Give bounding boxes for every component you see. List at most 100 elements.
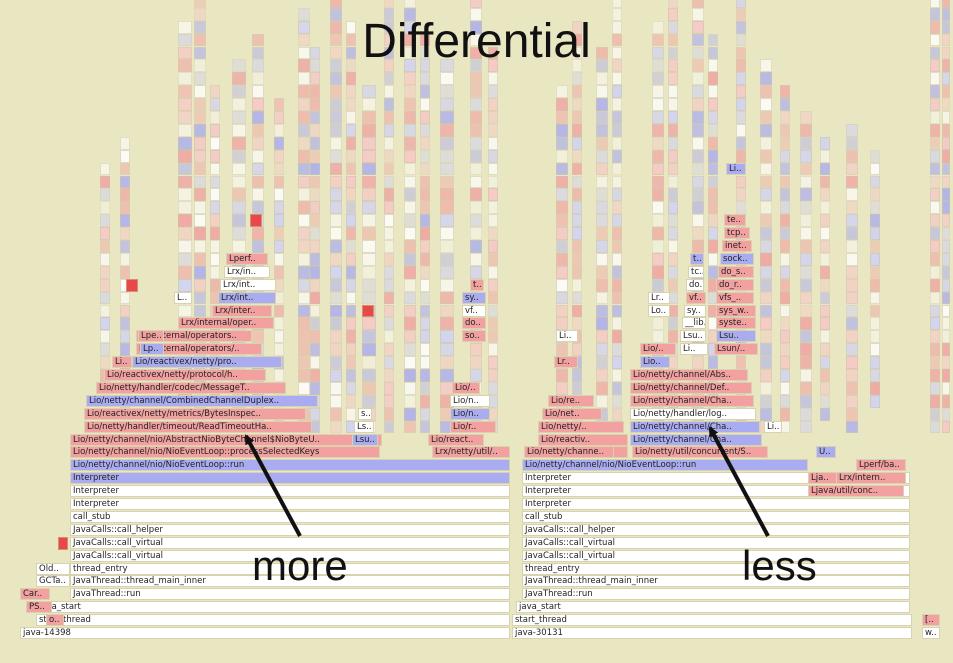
flame-tower-block <box>420 394 430 408</box>
flame-tower-block <box>846 356 858 369</box>
flame-tower-block <box>556 123 568 137</box>
flame-tower-block <box>870 265 880 279</box>
flame-tower-block <box>668 317 678 331</box>
flame-tower-block <box>652 265 664 279</box>
flame-tower-block <box>942 85 950 99</box>
flame-tower-block <box>820 356 830 369</box>
flame-tower-block <box>404 381 416 395</box>
flame-tower-block <box>470 162 482 176</box>
flame-tower-block <box>596 381 608 395</box>
flame-tower-block <box>846 214 858 228</box>
flame-tower-block <box>596 188 608 202</box>
flame-tower-block <box>470 252 482 266</box>
flame-tower-block <box>440 136 454 150</box>
flame-tower-block <box>440 72 454 86</box>
flame-tower-block <box>612 407 622 421</box>
flame-tower-block <box>800 420 812 434</box>
flame-tower-block <box>942 59 950 73</box>
flame-tower-block <box>572 72 582 86</box>
flame-tower-block <box>572 304 582 318</box>
flame-tower-block <box>440 240 454 253</box>
flame-tower-block <box>596 227 608 240</box>
flame-tower-block <box>362 291 376 305</box>
flame-tower-block <box>596 46 608 60</box>
flame-tower-block <box>780 291 790 305</box>
flame-tower-block <box>736 136 746 150</box>
flame-tower-block <box>668 330 678 344</box>
flame-tower-block <box>930 291 940 305</box>
flame-tower-block <box>556 149 568 163</box>
flame-tower-block <box>420 343 430 357</box>
flame-tower-block <box>930 136 940 150</box>
flame-tower-block <box>362 278 376 292</box>
flame-tower-block <box>708 111 718 124</box>
flame-tower-block <box>780 136 790 150</box>
flame-tower-block <box>404 407 416 421</box>
flame-tower-block <box>404 162 416 176</box>
flame-tower-block <box>420 330 430 344</box>
flame-tower-block <box>362 330 376 344</box>
flame-tower-block <box>708 72 718 86</box>
flame-tower-block <box>488 188 498 202</box>
flame-tower-block <box>572 265 582 279</box>
flame-tower-block <box>930 369 940 382</box>
flame-tower-block <box>404 123 416 137</box>
flame-tower-block <box>384 330 394 344</box>
flame-tower-block <box>612 149 622 163</box>
flame-tower-block <box>384 420 394 434</box>
flame-tower-block <box>930 46 940 60</box>
flame-tower-block <box>346 317 356 331</box>
flame-tower-block <box>942 149 950 163</box>
flame-tower-block <box>930 227 940 240</box>
flame-tower-block <box>420 136 430 150</box>
flame-tower-block <box>820 240 830 253</box>
flame-tower-block <box>404 304 416 318</box>
flame-tower-block <box>384 136 394 150</box>
flame-tower-block <box>760 175 772 189</box>
flame-tower-block <box>780 162 790 176</box>
flame-tower-block <box>346 407 356 421</box>
flame-tower-block <box>556 381 568 395</box>
flame-tower-block <box>930 33 940 47</box>
flame-tower-block <box>596 356 608 369</box>
flame-tower-block <box>820 227 830 240</box>
flame-tower-block <box>736 20 746 34</box>
flame-tower-block <box>668 98 678 111</box>
flame-tower-block <box>346 123 356 137</box>
flame-tower-block <box>384 7 394 21</box>
flame-tower-block <box>820 343 830 357</box>
flame-tower-block <box>346 304 356 318</box>
flame-tower-block <box>846 265 858 279</box>
flame-tower-block <box>942 136 950 150</box>
flame-tower-block <box>736 356 746 369</box>
flame-tower-block <box>470 98 482 111</box>
flame-tower-block <box>330 59 342 73</box>
flame-tower-block <box>488 123 498 137</box>
flame-tower-block <box>556 317 568 331</box>
flame-tower-block <box>668 111 678 124</box>
flame-tower-block <box>652 214 664 228</box>
flame-tower-block <box>612 278 622 292</box>
flame-tower-block <box>668 136 678 150</box>
flame-tower-block <box>760 85 772 99</box>
flame-tower-block <box>384 381 394 395</box>
flame-tower-block <box>596 330 608 344</box>
flame-tower-block <box>362 252 376 266</box>
flame-tower-block <box>330 85 342 99</box>
flame-tower-block <box>362 98 376 111</box>
flame-tower-block <box>596 111 608 124</box>
flame-tower-block <box>820 136 830 150</box>
flame-tower-block <box>100 330 110 344</box>
flame-tower-block <box>362 317 376 331</box>
flame-tower-block <box>870 240 880 253</box>
flame-tower-block <box>668 214 678 228</box>
flame-tower-block <box>736 85 746 99</box>
flame-tower-block <box>942 0 950 8</box>
flame-tower-block <box>652 59 664 73</box>
flame-tower-block <box>760 98 772 111</box>
flame-tower-block <box>942 175 950 189</box>
flame-tower-block <box>404 317 416 331</box>
flame-tower-block <box>470 33 482 47</box>
flame-tower-block <box>846 343 858 357</box>
